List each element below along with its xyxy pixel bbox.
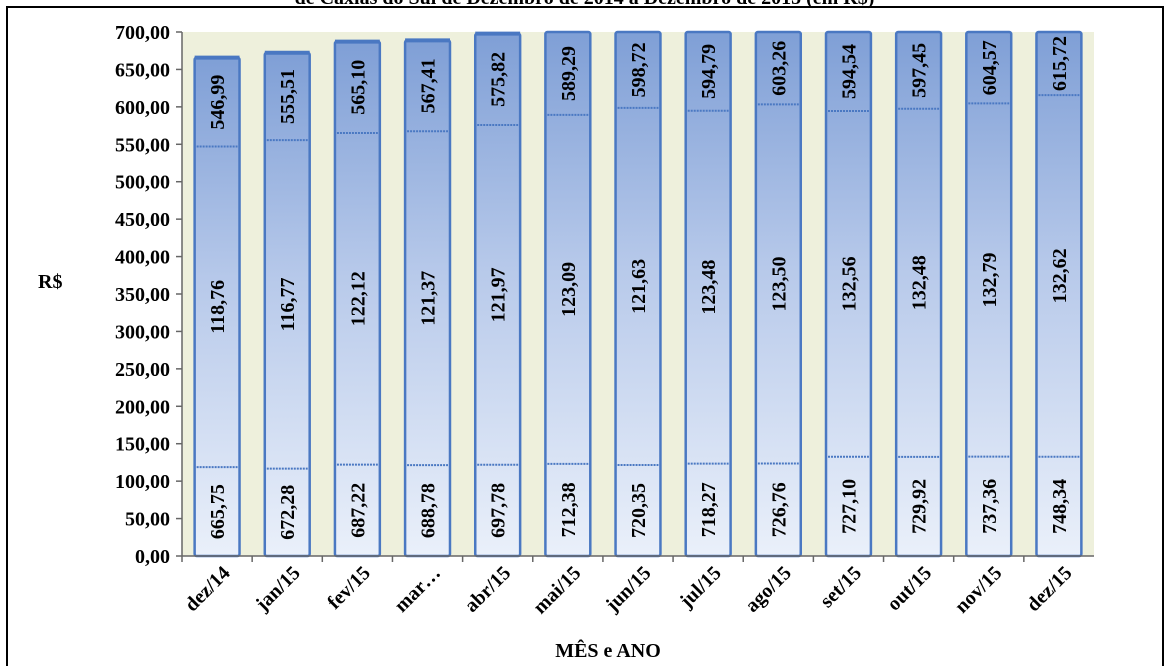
data-label: 122,12 xyxy=(347,271,369,326)
data-label: 123,50 xyxy=(768,256,790,311)
y-axis: 0,00 50,00 100,00 150,00 200,00 250,00 300,00 3… xyxy=(115,22,182,568)
data-label: 546,99 xyxy=(207,75,229,130)
chart-title: de Caxias do Sul de Dezembro de 2014 a D… xyxy=(0,0,1169,10)
data-label: 567,41 xyxy=(418,58,440,113)
data-label: 718,27 xyxy=(698,482,720,537)
data-label: 121,37 xyxy=(418,271,440,326)
x-tick-label: set/15 xyxy=(816,562,866,612)
y-tick-label: 50,00 xyxy=(125,509,170,531)
data-label: 594,79 xyxy=(698,44,720,99)
data-label: 665,75 xyxy=(207,484,229,539)
data-label: 603,26 xyxy=(768,41,790,96)
x-tick-label: jan/15 xyxy=(251,562,305,616)
x-tick-label: jul/15 xyxy=(675,562,726,613)
x-tick-label: ago/15 xyxy=(741,562,796,617)
data-label: 575,82 xyxy=(488,52,510,107)
data-label: 697,78 xyxy=(488,483,510,538)
data-label: 132,62 xyxy=(1049,248,1071,303)
y-tick-label: 350,00 xyxy=(115,284,170,306)
data-label: 748,34 xyxy=(1049,479,1071,534)
data-label: 688,78 xyxy=(418,483,440,538)
data-label: 121,63 xyxy=(628,259,650,314)
y-tick-label: 500,00 xyxy=(115,172,170,194)
y-tick-label: 400,00 xyxy=(115,247,170,269)
y-tick-label: 550,00 xyxy=(115,134,170,156)
data-label: 589,29 xyxy=(558,46,580,101)
data-label: 726,76 xyxy=(768,482,790,537)
y-tick-label: 100,00 xyxy=(115,471,170,493)
data-label: 604,57 xyxy=(979,40,1001,95)
data-label: 598,72 xyxy=(628,42,650,97)
data-label: 615,72 xyxy=(1049,36,1071,91)
y-tick-label: 0,00 xyxy=(135,546,170,568)
data-label: 672,28 xyxy=(277,485,299,540)
data-label: 720,35 xyxy=(628,483,650,538)
data-label: 594,54 xyxy=(838,44,860,99)
y-tick-label: 200,00 xyxy=(115,396,170,418)
data-label: 729,92 xyxy=(909,479,931,534)
data-label: 123,09 xyxy=(558,262,580,317)
bars-group: 665,75 118,76 546,99 672,28 116,77 555,51 687,… xyxy=(193,30,1083,558)
x-axis-title: MÊS e ANO xyxy=(555,638,661,662)
x-tick-label: mai/15 xyxy=(529,562,585,618)
data-label: 555,51 xyxy=(277,69,299,124)
x-tick-label: out/15 xyxy=(883,562,936,615)
data-label: 132,79 xyxy=(979,253,1001,308)
data-label: 116,77 xyxy=(277,277,299,331)
data-label: 687,22 xyxy=(347,483,369,538)
x-tick-label: dez/15 xyxy=(1022,562,1076,616)
y-tick-label: 600,00 xyxy=(115,97,170,119)
x-tick-label: dez/14 xyxy=(181,562,235,616)
data-label: 737,36 xyxy=(979,479,1001,534)
y-tick-label: 650,00 xyxy=(115,59,170,81)
x-axis: dez/14 jan/15 fev/15 mar… abr/15 mai/15 jun/15… xyxy=(181,556,1076,618)
data-label: 597,45 xyxy=(909,43,931,98)
x-tick-label: mar… xyxy=(390,562,445,617)
y-tick-label: 150,00 xyxy=(115,434,170,456)
data-label: 132,48 xyxy=(909,255,931,310)
data-label: 123,48 xyxy=(698,260,720,315)
y-tick-label: 250,00 xyxy=(115,359,170,381)
x-tick-label: fev/15 xyxy=(323,562,375,614)
data-label: 118,76 xyxy=(207,280,229,334)
data-label: 727,10 xyxy=(838,479,860,534)
chart-frame xyxy=(6,6,1164,666)
data-label: 121,97 xyxy=(488,267,510,322)
data-label: 132,56 xyxy=(838,256,860,311)
y-tick-label: 450,00 xyxy=(115,209,170,231)
y-axis-title: R$ xyxy=(38,271,62,293)
x-tick-label: nov/15 xyxy=(951,562,1007,618)
data-label: 712,38 xyxy=(558,482,580,537)
data-label: 565,10 xyxy=(347,60,369,115)
y-tick-label: 700,00 xyxy=(115,22,170,44)
y-tick-label: 300,00 xyxy=(115,321,170,343)
x-tick-label: abr/15 xyxy=(460,562,515,617)
x-tick-label: jun/15 xyxy=(601,562,656,617)
